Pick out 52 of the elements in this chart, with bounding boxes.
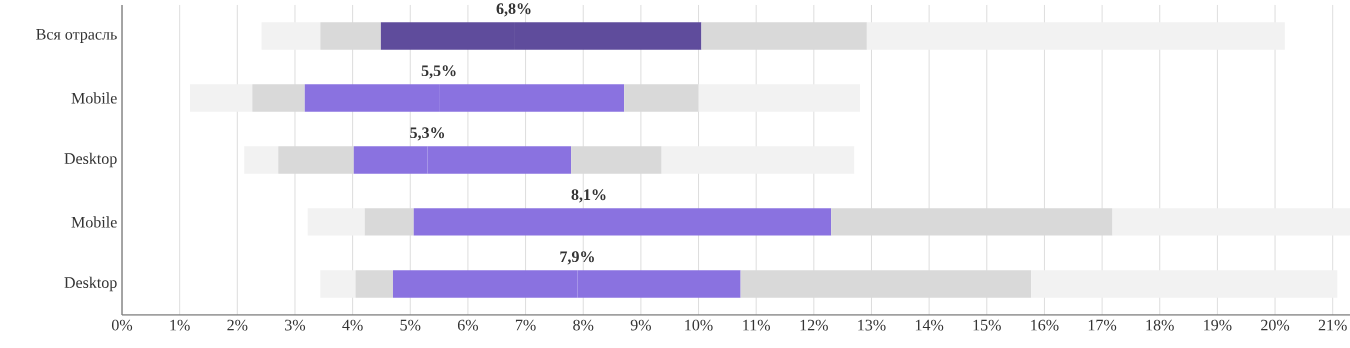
bar <box>866 22 1285 50</box>
x-tick-label: 18% <box>1146 319 1174 331</box>
x-tick-label: 13% <box>858 319 886 331</box>
bar <box>364 208 414 236</box>
bar <box>698 84 860 112</box>
x-tick-label: 21% <box>1318 319 1347 331</box>
y-tick-label: Вся отрасль <box>36 29 117 43</box>
x-tick-label: 6% <box>457 319 479 331</box>
x-tick-label: 0% <box>111 319 133 331</box>
bar <box>571 146 662 174</box>
annotation: 7,9% <box>560 251 594 265</box>
annotation: 8,1% <box>571 189 606 203</box>
bar <box>355 270 393 298</box>
x-tick-label: 17% <box>1088 319 1117 331</box>
bar <box>261 22 321 50</box>
y-tick-label: Desktop <box>64 276 117 292</box>
bar <box>1031 270 1338 298</box>
y-tick-label: Desktop <box>64 152 117 168</box>
x-tick-label: 10% <box>685 319 713 331</box>
bar <box>320 270 356 298</box>
y-tick-label: Mobile <box>71 216 117 228</box>
bar <box>244 146 279 174</box>
bar <box>624 84 699 112</box>
bar <box>190 84 253 112</box>
x-tick-label: 1% <box>170 319 190 331</box>
annotation: 5,5% <box>421 65 456 79</box>
bar <box>320 22 381 50</box>
x-tick-label: 7% <box>515 319 536 331</box>
x-tick-label: 19% <box>1204 319 1232 331</box>
x-tick-label: 15% <box>973 319 1001 331</box>
bar <box>831 208 1113 236</box>
x-tick-label: 8% <box>573 319 594 331</box>
x-tick-label: 20% <box>1261 319 1290 331</box>
x-tick-label: 14% <box>915 319 944 331</box>
bar <box>740 270 1032 298</box>
annotation: 6,8% <box>496 3 531 17</box>
x-tick-label: 4% <box>342 319 363 331</box>
bar <box>701 22 867 50</box>
y-tick-label: Mobile <box>71 92 117 104</box>
x-tick-label: 2% <box>227 319 248 331</box>
x-tick-label: 3% <box>285 319 306 331</box>
x-tick-label: 5% <box>400 319 421 331</box>
x-tick-label: 12% <box>800 319 828 331</box>
x-tick-label: 11% <box>743 319 770 331</box>
bar <box>661 146 855 174</box>
annotation: 5,3% <box>410 127 445 141</box>
bar <box>278 146 354 174</box>
bar <box>307 208 365 236</box>
x-tick-label: 9% <box>630 319 651 331</box>
bar <box>1112 208 1350 236</box>
x-tick-label: 16% <box>1031 319 1059 331</box>
bar <box>252 84 305 112</box>
